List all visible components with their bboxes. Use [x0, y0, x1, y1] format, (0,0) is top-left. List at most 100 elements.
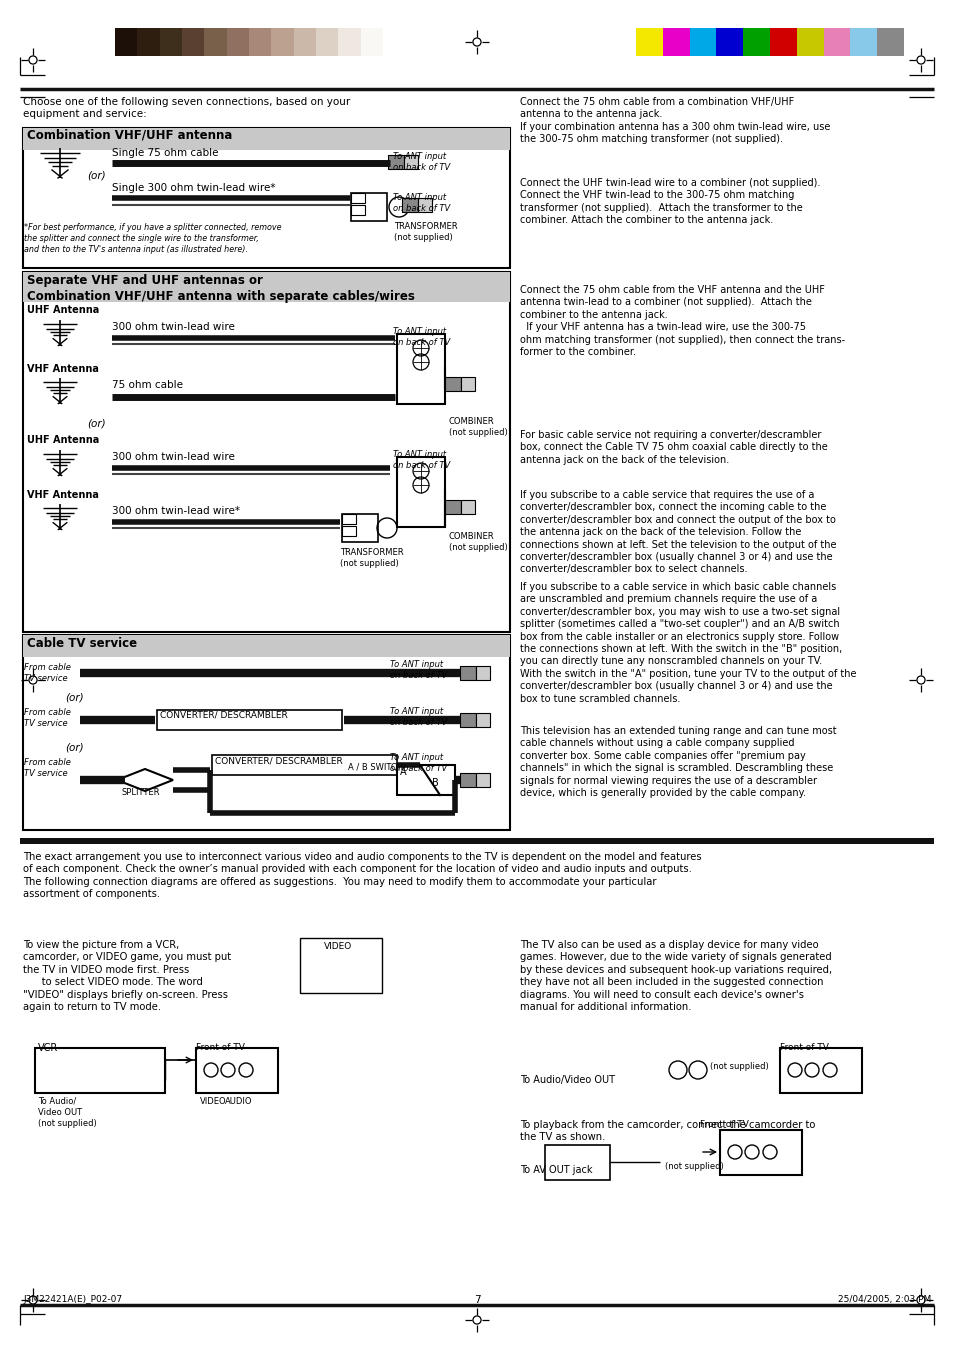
Text: SPLITTER: SPLITTER: [122, 788, 160, 797]
Text: VHF Antenna: VHF Antenna: [27, 490, 99, 500]
Bar: [299, 938, 381, 993]
Bar: [315, 28, 338, 55]
Text: (or): (or): [65, 743, 84, 753]
Bar: [23, 128, 510, 150]
Bar: [23, 272, 510, 632]
Bar: [849, 28, 876, 55]
Text: To ANT input
on back of TV: To ANT input on back of TV: [390, 707, 447, 727]
Text: Connect the UHF twin-lead wire to a combiner (not supplied).
Connect the VHF twi: Connect the UHF twin-lead wire to a comb…: [519, 178, 820, 226]
Text: B: B: [432, 778, 438, 788]
Text: To ANT input
on back of TV: To ANT input on back of TV: [390, 661, 447, 680]
Text: From cable
TV service: From cable TV service: [24, 708, 71, 728]
Bar: [716, 28, 742, 55]
Bar: [195, 1048, 277, 1093]
Text: To ANT input
on back of TV: To ANT input on back of TV: [393, 450, 450, 470]
Text: For basic cable service not requiring a converter/descrambler
box, connect the C: For basic cable service not requiring a …: [519, 430, 827, 465]
Bar: [460, 377, 475, 390]
Text: Single 300 ohm twin-lead wire*: Single 300 ohm twin-lead wire*: [112, 182, 275, 193]
Text: UHF Antenna: UHF Antenna: [27, 435, 99, 444]
Bar: [159, 28, 182, 55]
Bar: [689, 28, 716, 55]
Text: TRANSFORMER
(not supplied): TRANSFORMER (not supplied): [339, 549, 403, 569]
Bar: [444, 377, 460, 390]
Bar: [796, 28, 822, 55]
Text: Front of TV: Front of TV: [780, 1043, 828, 1052]
Text: VHF Antenna: VHF Antenna: [27, 363, 99, 374]
Text: To Audio/
Video OUT
(not supplied): To Audio/ Video OUT (not supplied): [38, 1097, 96, 1128]
Text: AUDIO: AUDIO: [225, 1097, 253, 1106]
Text: TRANSFORMER
(not supplied): TRANSFORMER (not supplied): [394, 222, 457, 242]
Text: 300 ohm twin-lead wire: 300 ohm twin-lead wire: [112, 453, 234, 462]
Text: A: A: [399, 767, 406, 777]
Text: Combination VHF/UHF antenna: Combination VHF/UHF antenna: [27, 128, 233, 142]
Text: Connect the 75 ohm cable from a combination VHF/UHF
antenna to the antenna jack.: Connect the 75 ohm cable from a combinat…: [519, 97, 829, 145]
Text: This television has an extended tuning range and can tune most
cable channels wi: This television has an extended tuning r…: [519, 725, 836, 798]
Bar: [544, 1146, 609, 1179]
Text: (or): (or): [87, 170, 106, 180]
Bar: [341, 526, 355, 536]
Text: (or): (or): [87, 419, 106, 430]
Bar: [459, 773, 476, 788]
Bar: [396, 334, 444, 404]
Text: COMBINER
(not supplied): COMBINER (not supplied): [449, 417, 507, 438]
Bar: [476, 666, 490, 680]
Text: Connect the 75 ohm cable from the VHF antenna and the UHF
antenna twin-lead to a: Connect the 75 ohm cable from the VHF an…: [519, 285, 844, 357]
Bar: [212, 755, 396, 775]
Bar: [341, 513, 377, 542]
Bar: [636, 28, 662, 55]
Bar: [460, 500, 475, 513]
Text: 300 ohm twin-lead wire: 300 ohm twin-lead wire: [112, 322, 234, 332]
Bar: [459, 713, 476, 727]
Text: Cable TV service: Cable TV service: [27, 638, 137, 650]
Bar: [294, 28, 315, 55]
Bar: [459, 666, 476, 680]
Bar: [227, 28, 249, 55]
Bar: [23, 635, 510, 830]
Bar: [742, 28, 769, 55]
Bar: [401, 199, 417, 212]
Bar: [35, 1048, 165, 1093]
Text: From cable
TV service: From cable TV service: [24, 758, 71, 778]
Bar: [396, 457, 444, 527]
Text: To ANT input
on back of TV: To ANT input on back of TV: [393, 153, 450, 172]
Text: To ANT input
on back of TV: To ANT input on back of TV: [393, 327, 450, 347]
Bar: [23, 272, 510, 303]
Bar: [360, 28, 382, 55]
Text: To view the picture from a VCR,
camcorder, or VIDEO game, you must put
the TV in: To view the picture from a VCR, camcorde…: [23, 940, 231, 1012]
Text: CONVERTER/ DESCRAMBLER: CONVERTER/ DESCRAMBLER: [214, 757, 342, 765]
Bar: [137, 28, 159, 55]
Text: The exact arrangement you use to interconnect various video and audio components: The exact arrangement you use to interco…: [23, 852, 700, 900]
Text: COMBINER
(not supplied): COMBINER (not supplied): [449, 532, 507, 553]
Text: 7: 7: [474, 1296, 479, 1305]
Text: CONVERTER/ DESCRAMBLER: CONVERTER/ DESCRAMBLER: [160, 711, 288, 720]
Text: If you subscribe to a cable service in which basic cable channels
are unscramble: If you subscribe to a cable service in w…: [519, 582, 856, 704]
Bar: [822, 28, 849, 55]
Bar: [157, 711, 341, 730]
Bar: [204, 28, 227, 55]
Bar: [20, 838, 933, 844]
Text: VIDEO: VIDEO: [323, 942, 352, 951]
Bar: [115, 28, 137, 55]
Text: To playback from the camcorder, connect the camcorder to
the TV as shown.: To playback from the camcorder, connect …: [519, 1120, 815, 1143]
Text: 25/04/2005, 2:03 PM: 25/04/2005, 2:03 PM: [837, 1296, 930, 1304]
Text: If you subscribe to a cable service that requires the use of a
converter/descram: If you subscribe to a cable service that…: [519, 490, 836, 574]
Bar: [23, 128, 510, 267]
Bar: [876, 28, 903, 55]
Text: (not supplied): (not supplied): [664, 1162, 723, 1171]
Text: Front of TV: Front of TV: [700, 1120, 748, 1129]
Bar: [780, 1048, 862, 1093]
Bar: [182, 28, 204, 55]
Bar: [338, 28, 360, 55]
Text: To Audio/Video OUT: To Audio/Video OUT: [519, 1075, 615, 1085]
Bar: [444, 500, 460, 513]
Bar: [476, 713, 490, 727]
Text: To ANT input
on back of TV: To ANT input on back of TV: [393, 193, 450, 213]
Polygon shape: [117, 769, 172, 790]
Text: From cable
TV service: From cable TV service: [24, 663, 71, 684]
Bar: [417, 199, 432, 212]
Bar: [341, 513, 355, 524]
Text: To ANT input
on back of TV: To ANT input on back of TV: [390, 753, 447, 773]
Bar: [403, 155, 417, 169]
Text: (not supplied): (not supplied): [709, 1062, 768, 1071]
Text: 75 ohm cable: 75 ohm cable: [112, 380, 183, 390]
